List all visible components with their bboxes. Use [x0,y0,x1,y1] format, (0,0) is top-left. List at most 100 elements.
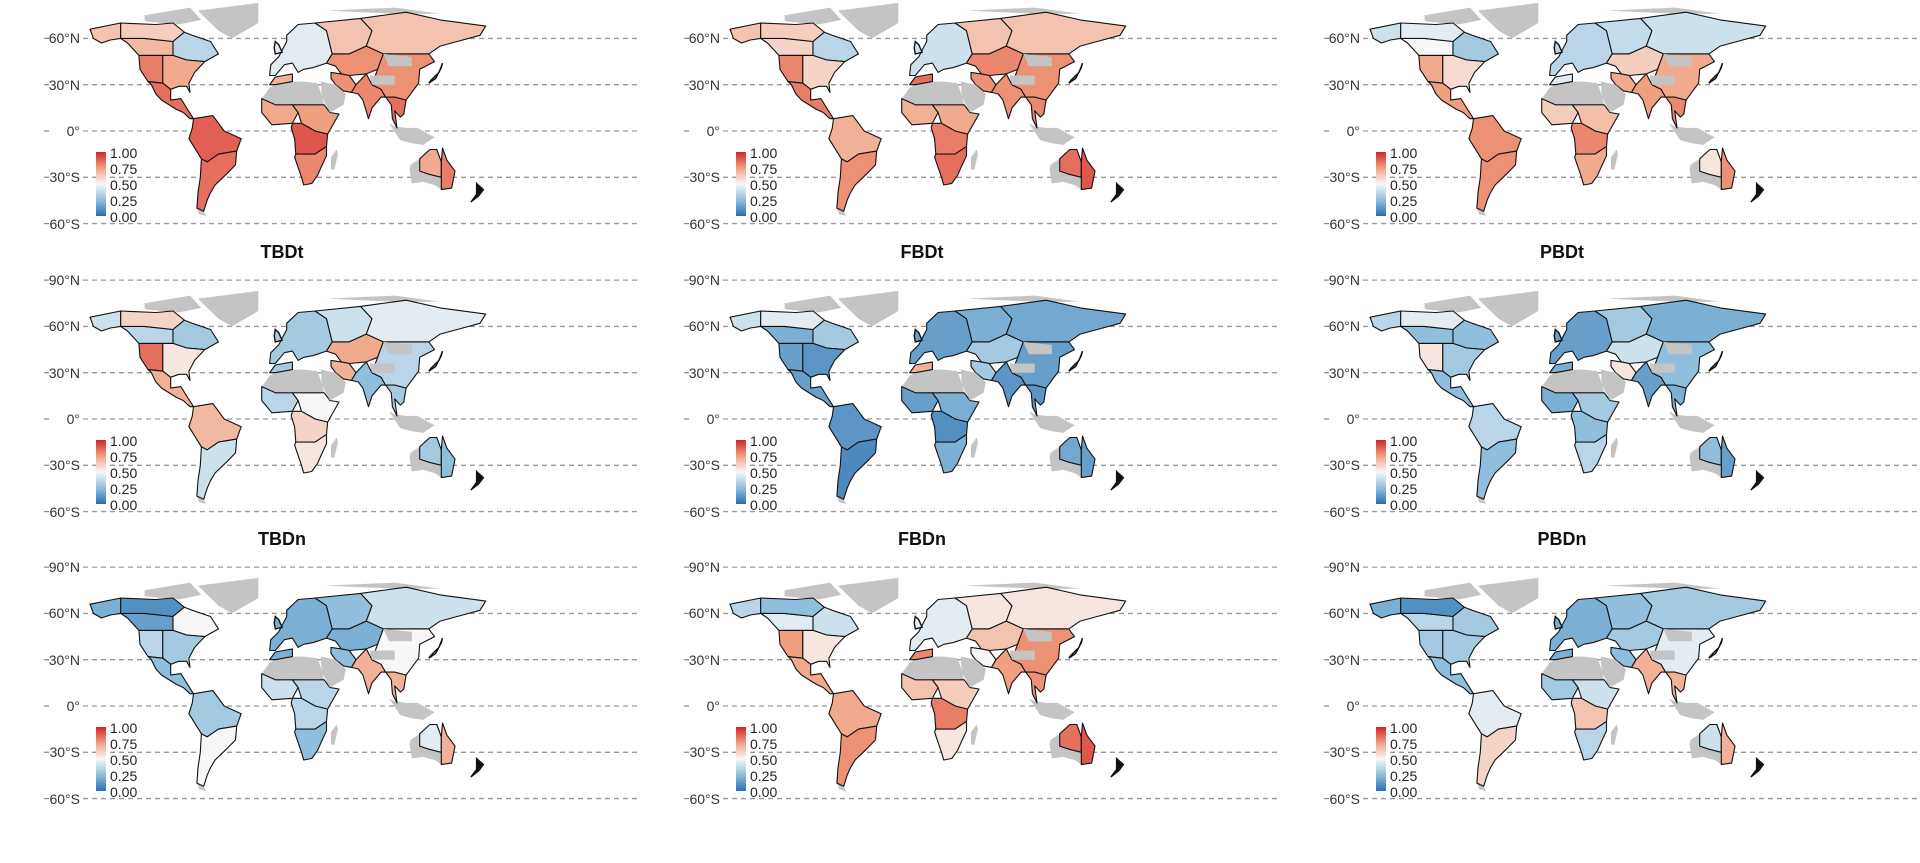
lat-label: 0° [30,411,80,427]
region-canada-n [1401,23,1465,42]
colorbar-label: 0.75 [110,162,137,176]
no-data-land-madagascar [971,150,978,170]
colorbar-label: 0.25 [750,769,777,783]
region-usa-w [779,343,803,371]
region-australia-east [1721,436,1735,478]
lat-label: 60°N [670,318,720,334]
no-data-land-madagascar [1611,438,1618,458]
region-se-asia [1666,385,1687,416]
region-sa-south [1477,151,1517,211]
colorbar-label: 0.00 [1390,498,1417,512]
lat-label: 0° [670,411,720,427]
lat-label: 60°S [1310,791,1360,807]
region-alaska [730,23,761,43]
region-japan [1069,638,1083,658]
colorbar-label: 0.75 [750,450,777,464]
panel-title: FBDt [822,242,1022,263]
colorbar-label: 0.75 [750,162,777,176]
lat-label: 0° [670,698,720,714]
colorbar-label: 0.00 [110,210,137,224]
colorbar-label: 0.25 [110,769,137,783]
panel-title: FBDn [822,529,1022,550]
colorbar-label: 0.50 [750,753,777,767]
colorbar-label: 0.50 [110,178,137,192]
lat-label: 30°S [30,744,80,760]
region-new-zealand [1111,184,1124,203]
region-uk [274,42,282,54]
region-alaska [90,598,121,618]
no-data-land-tibet [1650,651,1675,660]
colorbar [736,152,746,216]
region-uk [1554,617,1562,629]
no-data-land-arctic-islands [785,296,842,313]
colorbar-label: 0.25 [750,482,777,496]
region-australia-east [441,723,455,765]
region-usa-w [1419,55,1443,83]
region-japan [1069,63,1083,83]
lat-label: 60°N [670,605,720,621]
lat-label: 60°N [30,318,80,334]
region-japan [1709,351,1723,371]
lat-label: 30°S [670,457,720,473]
region-se-asia [386,385,407,416]
colorbar-label: 0.50 [1390,466,1417,480]
colorbar [1376,727,1386,791]
no-data-land-madagascar [331,725,338,745]
lat-label: 60°N [1310,30,1360,46]
no-data-land-arctic-islands [1425,296,1482,313]
region-usa-w [139,55,163,83]
lat-label: 90°N [670,559,720,575]
region-siberia [361,300,486,342]
region-siberia [1001,300,1126,342]
lat-label: 30°N [30,365,80,381]
lat-label: 30°S [670,744,720,760]
region-se-asia [1666,97,1687,128]
region-usa-e [163,630,205,667]
lat-label: 90°N [30,559,80,575]
colorbar [1376,152,1386,216]
colorbar-label: 0.75 [1390,162,1417,176]
no-data-land-madagascar [971,438,978,458]
colorbar [96,727,106,791]
lat-label: 60°S [30,216,80,232]
region-sa-south [197,151,237,211]
lat-label: 30°N [1310,652,1360,668]
colorbar-label: 0.50 [750,178,777,192]
colorbar-label: 1.00 [750,146,777,160]
lat-label: 60°S [1310,216,1360,232]
region-alaska [1370,311,1401,331]
region-sa-south [1477,726,1517,786]
no-data-land-svalbard-arctic [327,8,441,14]
colorbar-label: 0.50 [1390,753,1417,767]
lat-label: 30°S [1310,744,1360,760]
region-siberia [361,12,486,54]
region-se-asia [1026,385,1047,416]
region-alaska [730,598,761,618]
region-siberia [1641,300,1766,342]
lat-label: 60°N [670,30,720,46]
region-japan [1709,63,1723,83]
region-usa-e [163,55,205,92]
colorbar-label: 0.00 [110,498,137,512]
region-uk [274,330,282,342]
lat-label: 60°S [670,504,720,520]
region-australia-east [1721,148,1735,190]
no-data-land-tibet [1650,364,1675,373]
colorbar-label: 1.00 [1390,721,1417,735]
no-data-land-greenland [1478,291,1538,327]
lat-label: 60°S [670,791,720,807]
lat-label: 0° [670,123,720,139]
no-data-land-greenland [198,291,258,327]
no-data-land-greenland [838,291,898,327]
lat-label: 60°N [30,30,80,46]
no-data-land-svalbard-arctic [327,296,441,302]
colorbar-label: 0.50 [110,466,137,480]
no-data-land-svalbard-arctic [967,8,1081,14]
region-new-zealand [1751,184,1764,203]
region-canada-n [761,23,825,42]
lat-label: 30°N [670,77,720,93]
colorbar-label: 1.00 [750,721,777,735]
no-data-land-svalbard-arctic [1607,583,1721,589]
no-data-land-tibet [1010,364,1035,373]
